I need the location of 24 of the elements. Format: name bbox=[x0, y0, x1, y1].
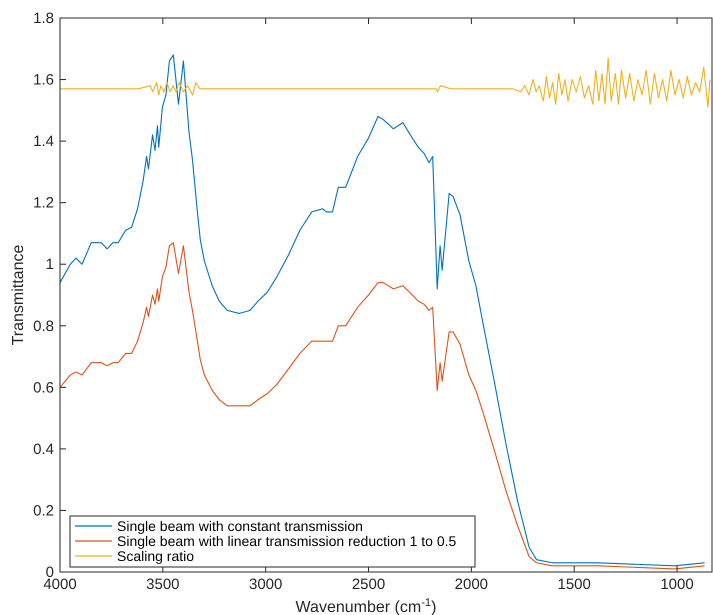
x-tick-label: 1000 bbox=[660, 576, 694, 593]
y-axis-title: Transmittance bbox=[10, 244, 27, 346]
y-tick-label: 1.6 bbox=[33, 72, 54, 89]
x-tick-label: 4000 bbox=[43, 576, 77, 593]
y-tick-label: 1 bbox=[46, 256, 54, 274]
y-tick-label: 1.4 bbox=[33, 133, 54, 150]
y-tick-label: 1.8 bbox=[33, 10, 54, 27]
line-series bbox=[60, 242, 706, 570]
x-tick-label: 3500 bbox=[146, 576, 180, 593]
legend-label: Single beam with linear transmission reduction 1 to 0.5 bbox=[117, 533, 456, 549]
y-tick-label: 0.8 bbox=[33, 318, 54, 335]
y-tick-label: 0.6 bbox=[33, 379, 54, 396]
x-tick-label: 2500 bbox=[352, 576, 386, 593]
line-series bbox=[60, 54, 706, 566]
y-tick-label: 0.4 bbox=[33, 440, 54, 458]
x-tick-label: 2000 bbox=[454, 576, 488, 593]
line-series bbox=[60, 57, 710, 108]
legend-label: Single beam with constant transmission bbox=[117, 518, 363, 534]
x-tick-label: 1500 bbox=[558, 576, 591, 593]
x-axis-title: Wavenumber (cm$^{-1}$) bbox=[296, 597, 436, 615]
legend-label: Scaling ratio bbox=[117, 548, 194, 564]
y-tick-label: 1.2 bbox=[33, 194, 54, 212]
x-tick-label: 3000 bbox=[248, 576, 282, 593]
y-tick-label: 0.2 bbox=[33, 502, 54, 520]
